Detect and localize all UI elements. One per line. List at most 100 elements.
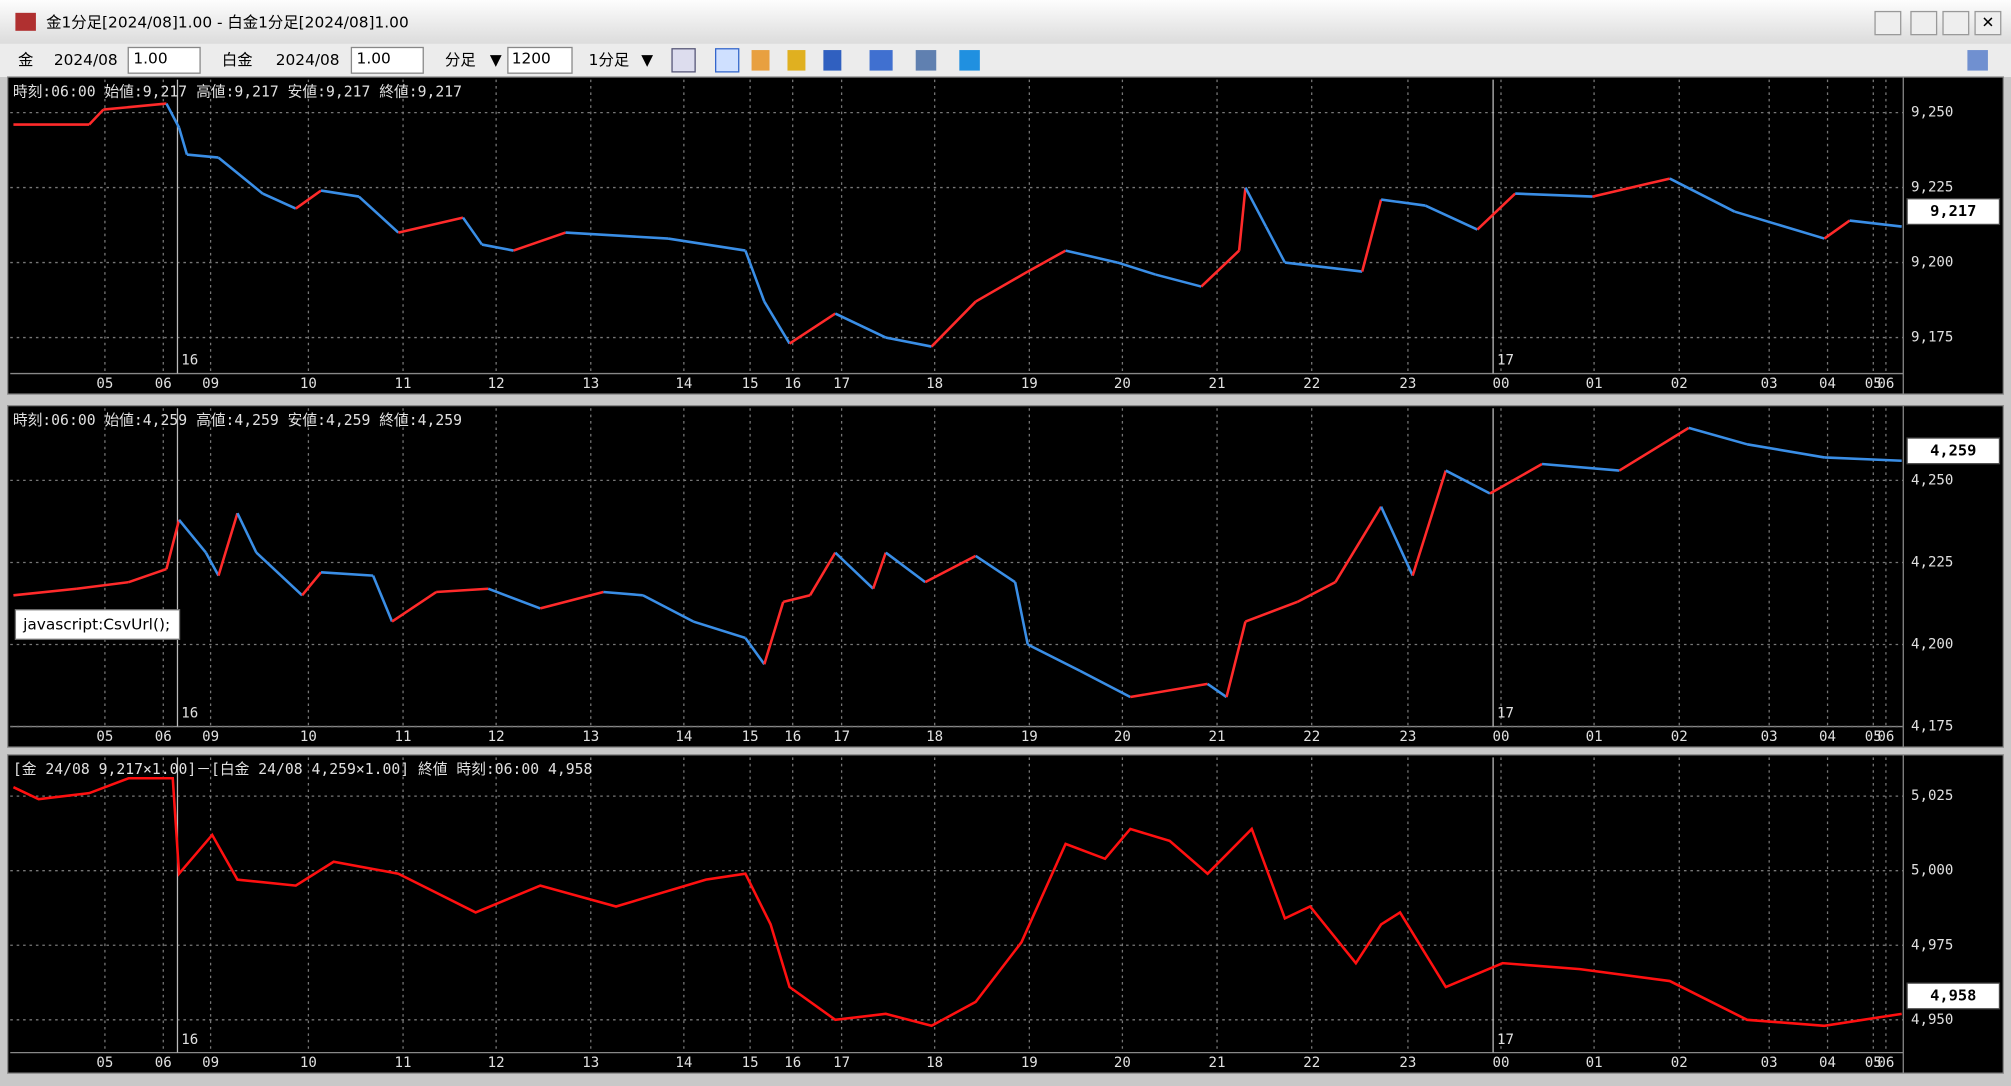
tool-icon[interactable]: [959, 50, 980, 71]
price-segment: [539, 590, 604, 610]
x-tick-label: 03: [1761, 1055, 1778, 1071]
last-value-label: 9,217: [1930, 202, 1976, 220]
price-segment: [1445, 469, 1491, 495]
last-value-box: [1906, 437, 2001, 465]
tool-icon[interactable]: [751, 50, 770, 71]
x-tick-label: 22: [1303, 729, 1320, 745]
x-tick-label: 06: [155, 376, 172, 392]
price-segment: [1688, 426, 1748, 446]
tool-icon[interactable]: [787, 50, 806, 71]
price-segment: [103, 102, 167, 111]
tooltip: [14, 609, 181, 640]
x-tick-label: 23: [1399, 376, 1416, 392]
tool-icon[interactable]: [915, 50, 937, 71]
panel-info: [金 24/08 9,217×1.00]－[白金 24/08 4,259×1.0…: [13, 761, 593, 778]
price-segment: [1380, 198, 1426, 207]
x-tick-label: 13: [582, 729, 599, 745]
x-tick-label: 03: [1761, 376, 1778, 392]
price-segment: [295, 189, 322, 210]
x-tick-label: 00: [1493, 1055, 1510, 1071]
x-tick-label: 14: [675, 729, 692, 745]
price-segment: [1379, 506, 1414, 577]
price-segment: [1823, 219, 1851, 240]
price-segment: [320, 189, 360, 198]
price-segment: [178, 518, 207, 554]
day-label: 17: [1497, 353, 1514, 369]
price-segment: [398, 216, 464, 234]
x-tick-label: 02: [1671, 729, 1688, 745]
price-segment: [782, 594, 811, 604]
x-tick-label: 21: [1209, 376, 1226, 392]
price-segment: [236, 512, 258, 554]
restore-button[interactable]: [1874, 10, 1902, 36]
minimize-button[interactable]: [1910, 10, 1938, 36]
price-segment: [1117, 261, 1156, 276]
price-segment: [487, 587, 541, 610]
period-select[interactable]: 分足: [445, 51, 476, 69]
y-tick-label: 4,175: [1911, 719, 1953, 735]
price-segment: [744, 637, 766, 665]
x-tick-label: 11: [395, 1055, 412, 1071]
price-segment: [930, 300, 977, 348]
close-button[interactable]: [1974, 10, 2002, 36]
last-value-label: 4,958: [1930, 986, 1976, 1004]
price-segment: [255, 551, 303, 597]
x-tick-label: 16: [784, 729, 801, 745]
price-segment: [358, 195, 400, 234]
dropdown-arrow: ▼: [641, 51, 653, 69]
tool-icon[interactable]: [671, 48, 696, 73]
price-segment: [391, 590, 437, 623]
x-tick-label: 23: [1399, 1055, 1416, 1071]
x-tick-label: 20: [1114, 1055, 1131, 1071]
mult2-input[interactable]: [350, 46, 424, 74]
price-segment: [217, 512, 239, 576]
x-tick-label: 05: [96, 729, 113, 745]
x-tick-label: 21: [1209, 729, 1226, 745]
price-segment: [513, 231, 566, 252]
tool-icon[interactable]: [823, 50, 842, 71]
x-tick-label: 17: [833, 729, 850, 745]
x-tick-label: 10: [300, 729, 317, 745]
settings-icon[interactable]: [1967, 50, 1988, 71]
price-segment: [565, 231, 669, 240]
y-tick-label: 9,225: [1911, 180, 1953, 196]
interval-select[interactable]: 1分足: [589, 51, 630, 69]
x-tick-label: 05: [96, 376, 113, 392]
x-tick-label: 01: [1586, 729, 1603, 745]
x-tick-label: 22: [1303, 376, 1320, 392]
title-bar: [0, 0, 2011, 44]
price-segment: [1079, 669, 1131, 699]
day-label: 16: [181, 706, 198, 722]
tool-icon[interactable]: [715, 48, 740, 73]
x-tick-label: 05: [1865, 1055, 1882, 1071]
x-tick-label: 10: [300, 376, 317, 392]
price-segment: [320, 571, 374, 577]
x-tick-label: 04: [1819, 1055, 1836, 1071]
price-segment: [301, 571, 323, 597]
day-label: 17: [1497, 1032, 1514, 1048]
price-segment: [871, 552, 887, 590]
mult1-input[interactable]: [127, 46, 201, 74]
x-tick-label: 14: [675, 1055, 692, 1071]
x-tick-label: 13: [582, 376, 599, 392]
count-input[interactable]: [507, 46, 573, 74]
tool-icon[interactable]: [869, 50, 893, 71]
price-segment: [1206, 682, 1228, 699]
x-tick-label: 11: [395, 729, 412, 745]
y-tick-label: 5,000: [1911, 863, 1953, 879]
price-segment: [371, 575, 394, 623]
price-segment: [744, 250, 766, 303]
price-segment: [461, 216, 483, 246]
maximize-button[interactable]: [1942, 10, 1970, 36]
price-segment: [1264, 225, 1287, 264]
price-segment: [128, 567, 167, 584]
x-tick-label: 00: [1493, 729, 1510, 745]
x-tick-label: 20: [1114, 729, 1131, 745]
price-segment: [76, 580, 129, 590]
price-segment: [1155, 273, 1202, 288]
x-tick-label: 13: [582, 1055, 599, 1071]
price-segment: [1244, 600, 1298, 623]
price-segment: [1225, 621, 1247, 698]
price-segment: [1476, 192, 1517, 231]
